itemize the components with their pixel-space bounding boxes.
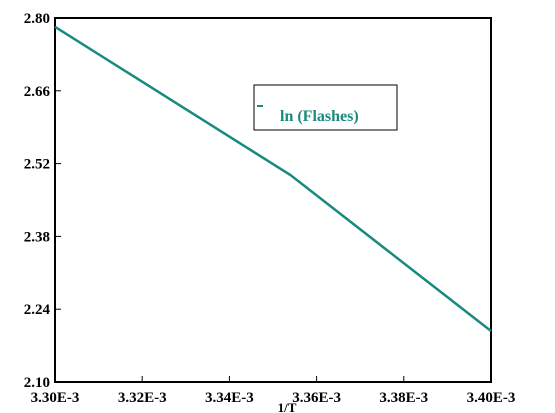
x-axis-label: 1/T xyxy=(278,400,297,413)
x-tick-label: 3.32E-3 xyxy=(118,390,167,406)
legend: ln (Flashes) xyxy=(253,84,398,131)
y-axis-ticks: 2.10 2.24 2.38 2.52 2.66 2.80 xyxy=(24,11,61,391)
x-tick-label: 3.40E-3 xyxy=(467,390,516,406)
y-tick-label: 2.80 xyxy=(24,11,50,27)
x-axis-ticks: 3.30E-3 3.32E-3 3.34E-3 3.36E-3 3.38E-3 3.40E… xyxy=(31,376,516,406)
y-tick-label: 2.66 xyxy=(24,84,51,100)
y-tick-label: 2.38 xyxy=(24,229,50,245)
series-layer xyxy=(54,25,492,333)
x-tick-label: 3.36E-3 xyxy=(292,390,341,406)
plot-area-frame xyxy=(54,17,492,383)
x-tick-label: 3.38E-3 xyxy=(379,390,428,406)
y-tick-label: 2.24 xyxy=(24,302,51,318)
y-tick-label: 2.52 xyxy=(24,157,50,173)
legend-box xyxy=(253,84,398,131)
series-line xyxy=(54,25,492,333)
x-tick-label: 3.34E-3 xyxy=(205,390,254,406)
legend-label: ln (Flashes) xyxy=(280,108,359,125)
x-tick-label: 3.30E-3 xyxy=(31,390,80,406)
y-tick-label: 2.10 xyxy=(24,375,50,391)
